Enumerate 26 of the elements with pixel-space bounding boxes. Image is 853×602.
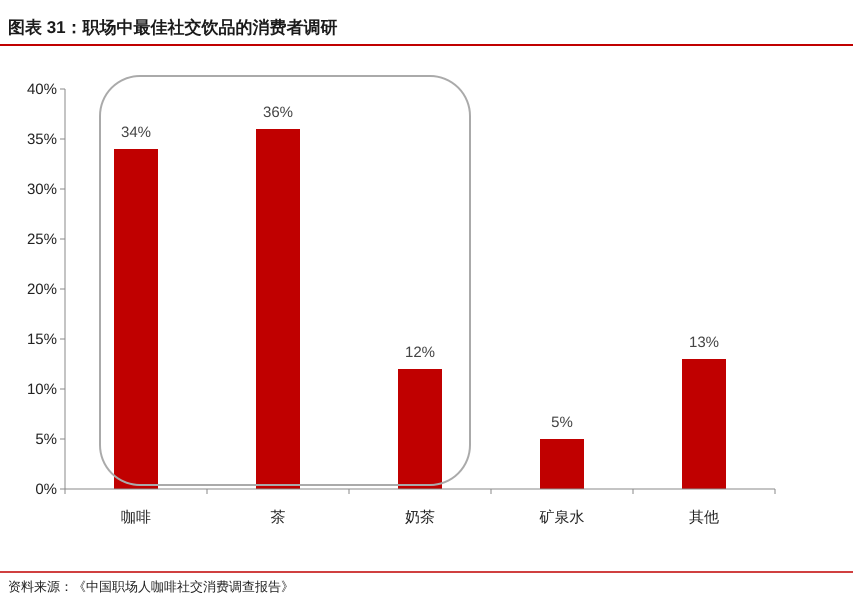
bar <box>256 129 300 489</box>
chart-title: 图表 31：职场中最佳社交饮品的消费者调研 <box>8 18 338 37</box>
bar <box>682 359 726 489</box>
data-label: 13% <box>688 334 720 351</box>
y-tick-label: 40% <box>26 81 57 98</box>
data-label: 12% <box>404 344 436 361</box>
y-tick-label: 35% <box>26 131 57 148</box>
data-label: 36% <box>262 104 294 121</box>
bar <box>114 149 158 489</box>
x-tick-label: 矿泉水 <box>538 509 584 526</box>
data-label: 5% <box>551 414 573 431</box>
y-tick-label: 20% <box>26 281 57 298</box>
y-tick-label: 15% <box>26 331 57 348</box>
y-tick-label: 10% <box>26 381 57 398</box>
data-label: 34% <box>120 124 152 141</box>
y-tick-label: 0% <box>35 481 57 498</box>
bar <box>540 439 584 489</box>
x-tick-label: 其他 <box>689 509 719 526</box>
x-tick-label: 茶 <box>270 509 286 526</box>
y-tick-label: 30% <box>26 181 57 198</box>
y-tick-label: 25% <box>26 231 57 248</box>
x-tick-label: 咖啡 <box>121 509 151 526</box>
x-tick-label: 奶茶 <box>405 509 435 526</box>
bar <box>398 369 442 489</box>
text: 资料来源：《中国职场人咖啡社交消费调查报告》 <box>8 579 294 594</box>
y-tick-label: 5% <box>35 431 57 448</box>
